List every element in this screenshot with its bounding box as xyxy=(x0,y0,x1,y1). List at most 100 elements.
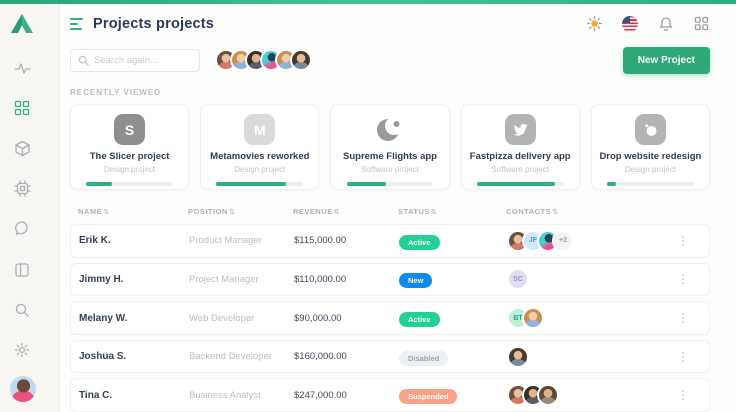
bell-icon[interactable] xyxy=(657,15,674,32)
card-subtitle: Software project xyxy=(491,165,550,175)
recently-viewed-cards: S The Slicer project Design project M Me… xyxy=(70,104,710,191)
status-badge: New xyxy=(399,273,433,289)
status-badge: Active xyxy=(399,312,440,328)
table-row[interactable]: Jimmy H. Project Manager $110,000.00 New… xyxy=(70,262,710,297)
contact-avatar[interactable] xyxy=(537,384,559,407)
activity-icon[interactable] xyxy=(10,56,34,80)
row-menu-icon[interactable]: ⋮ xyxy=(677,311,689,326)
cell-name: Joshua S. xyxy=(79,351,127,363)
card-subtitle: Design project xyxy=(104,165,156,175)
table-row[interactable]: Melany W. Web Developer $90,000.00 Activ… xyxy=(70,301,710,335)
contact-avatar[interactable] xyxy=(507,345,529,368)
card-subtitle: Design project xyxy=(234,165,286,175)
new-project-button[interactable]: New Project xyxy=(622,46,710,74)
column-header-name[interactable]: NAME⇅ xyxy=(78,206,110,216)
progress-bar xyxy=(86,182,173,187)
cell-revenue: $90,000.00 xyxy=(294,312,342,324)
toolbar: New Project xyxy=(70,46,710,76)
column-header-contacts[interactable]: CONTACTS⇅ xyxy=(506,206,559,216)
reader-icon[interactable] xyxy=(10,258,34,282)
cell-name: Erik K. xyxy=(79,235,111,247)
column-header-position[interactable]: POSITION⇅ xyxy=(188,206,236,216)
bird-icon xyxy=(504,114,536,146)
table-row[interactable]: Joshua S. Backend Developer $160,000.00 … xyxy=(70,339,710,374)
contact-avatar[interactable] xyxy=(522,307,544,330)
sun-icon[interactable] xyxy=(586,15,603,32)
recently-viewed-label: RECENTLY VIEWED xyxy=(70,88,162,98)
project-card[interactable]: Fastpizza delivery app Software project xyxy=(460,104,580,191)
chat-icon[interactable] xyxy=(10,216,34,240)
card-title: The Slicer project xyxy=(89,151,170,163)
contact-avatar[interactable]: SC xyxy=(507,268,529,291)
row-menu-icon[interactable]: ⋮ xyxy=(677,349,689,364)
cell-revenue: $247,000.00 xyxy=(294,389,347,401)
search-box[interactable] xyxy=(70,48,200,72)
cell-name: Jimmy H. xyxy=(79,273,124,285)
cell-position: Product Manager xyxy=(189,235,262,247)
card-title: Supreme Flights app xyxy=(343,151,437,163)
project-card[interactable]: Supreme Flights app Software project xyxy=(330,104,450,191)
cell-position: Project Manager xyxy=(189,273,259,285)
apps-icon[interactable] xyxy=(693,15,710,32)
page-title: Projects projects xyxy=(93,15,215,32)
cell-revenue: $160,000.00 xyxy=(294,351,347,363)
cell-name: Tina C. xyxy=(79,389,113,401)
cell-revenue: $115,000.00 xyxy=(294,235,347,247)
status-badge: Disabled xyxy=(399,350,449,366)
progress-bar xyxy=(216,182,304,187)
chip-icon[interactable] xyxy=(10,176,34,200)
column-header-revenue[interactable]: REVENUE⇅ xyxy=(293,206,341,216)
row-menu-icon[interactable]: ⋮ xyxy=(677,388,689,403)
progress-bar xyxy=(607,182,694,187)
bomb-icon xyxy=(634,114,666,146)
cell-revenue: $110,000.00 xyxy=(294,273,347,285)
search-input[interactable] xyxy=(94,54,192,66)
row-menu-icon[interactable]: ⋮ xyxy=(677,272,689,287)
sort-icon: ⇅ xyxy=(552,208,559,216)
card-title: Drop website redesign xyxy=(599,151,702,163)
s-letter-icon: S xyxy=(114,114,146,146)
status-badge: Suspended xyxy=(399,389,458,405)
contacts-stack xyxy=(507,345,665,368)
status-badge: Active xyxy=(399,234,440,250)
card-subtitle: Design project xyxy=(624,165,676,175)
sort-icon: ⇅ xyxy=(228,208,236,216)
project-card[interactable]: Drop website redesign Design project xyxy=(590,104,710,191)
card-subtitle: Software project xyxy=(361,165,419,175)
contacts-stack xyxy=(507,384,665,407)
apps-grid-icon[interactable] xyxy=(10,96,34,120)
sidebar xyxy=(0,4,60,412)
sort-icon: ⇅ xyxy=(333,208,341,216)
top-accent-bar xyxy=(0,0,736,4)
search-icon[interactable] xyxy=(10,298,34,322)
row-menu-icon[interactable]: ⋮ xyxy=(677,233,689,248)
cell-position: Web Developer xyxy=(189,312,255,324)
settings-icon[interactable] xyxy=(10,338,34,362)
contacts-stack: BT xyxy=(507,307,665,330)
title-menu-icon[interactable] xyxy=(70,17,83,30)
cell-position: Business Analyst xyxy=(189,389,261,401)
cell-name: Melany W. xyxy=(79,312,128,324)
progress-bar xyxy=(476,182,564,187)
contacts-stack: JF +2 xyxy=(507,229,665,252)
cube-icon[interactable] xyxy=(10,136,34,160)
progress-bar xyxy=(346,182,434,187)
table-row[interactable]: Erik K. Product Manager $115,000.00 Acti… xyxy=(70,224,710,258)
card-title: Fastpizza delivery app xyxy=(469,151,571,163)
column-header-status[interactable]: STATUS⇅ xyxy=(398,206,438,216)
logo-icon[interactable] xyxy=(10,12,34,36)
project-card[interactable]: M Metamovies reworked Design project xyxy=(200,104,320,191)
project-card[interactable]: S The Slicer project Design project xyxy=(70,104,190,191)
contact-more-badge[interactable]: +2 xyxy=(552,229,574,252)
m-letter-icon: M xyxy=(244,114,276,146)
table-header: NAME⇅ POSITION⇅ REVENUE⇅ STATUS⇅ CONTACT… xyxy=(70,203,710,219)
sort-icon: ⇅ xyxy=(103,208,110,216)
cell-position: Backend Developer xyxy=(189,351,272,363)
us-flag-icon[interactable] xyxy=(622,15,638,32)
card-title: Metamovies reworked xyxy=(210,151,310,163)
table-row[interactable]: Tina C. Business Analyst $247,000.00 Sus… xyxy=(70,378,710,412)
team-avatar[interactable] xyxy=(290,49,312,72)
main-content: Projects projects xyxy=(60,4,736,412)
search-input-icon xyxy=(78,55,89,66)
user-avatar[interactable] xyxy=(10,376,36,402)
